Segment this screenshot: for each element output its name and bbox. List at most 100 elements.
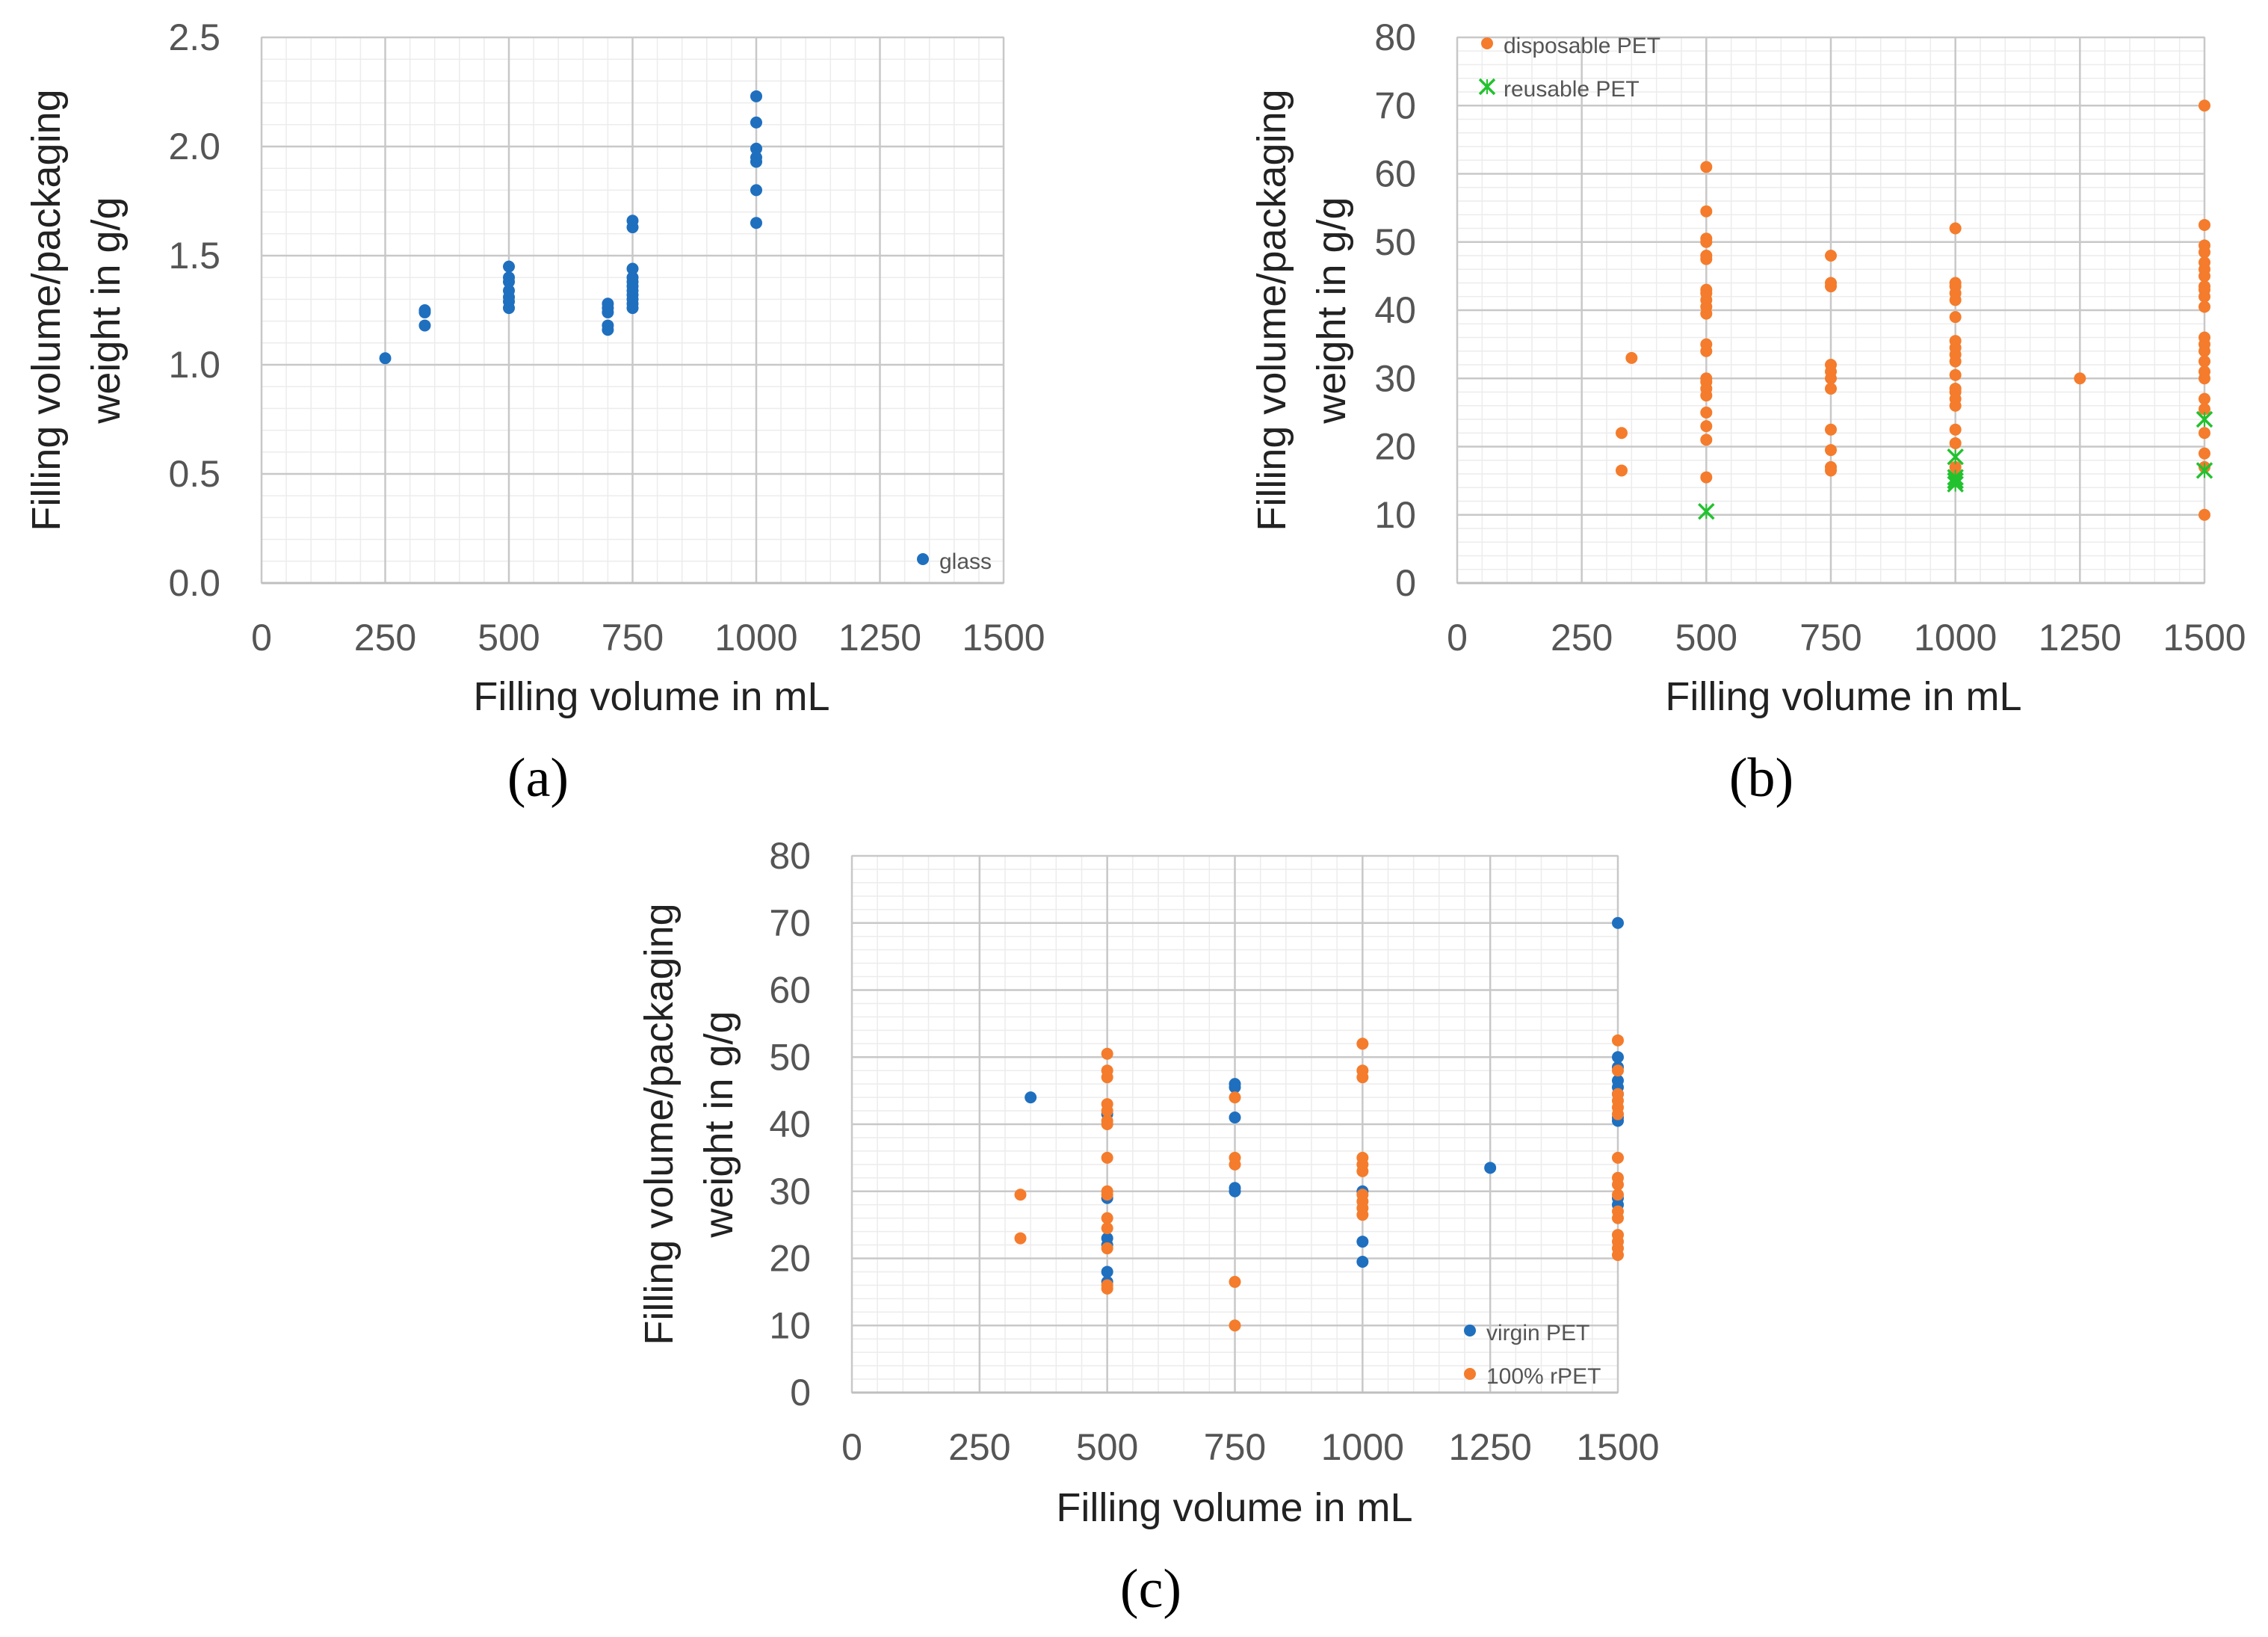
data-point	[2199, 239, 2210, 252]
x-tick-label: 1500	[2163, 617, 2246, 659]
x-tick-label: 1500	[962, 617, 1045, 659]
panel-label: (b)	[1729, 747, 1793, 809]
data-point	[2199, 300, 2210, 313]
x-tick-label: 1000	[714, 617, 797, 659]
data-point	[1229, 1112, 1241, 1124]
data-point	[1700, 283, 1713, 296]
data-point	[1101, 1242, 1113, 1255]
data-point	[750, 90, 762, 102]
data-point	[1612, 1064, 1624, 1077]
data-point	[1947, 469, 1964, 486]
chart-b: 0 250 500 750 1000 1250 1500 0 10 20 30 40 50 60 70 80 d…	[1249, 16, 2246, 809]
data-point	[1949, 437, 1962, 449]
y-tick-label: 10	[1374, 494, 1416, 536]
data-point	[1014, 1189, 1027, 1201]
x-tick-label: 1000	[1321, 1426, 1404, 1468]
legend-label: 100% rPET	[1486, 1364, 1601, 1389]
x-tick-label: 0	[251, 617, 272, 659]
y-tick-label: 80	[1374, 16, 1416, 58]
data-point	[2199, 447, 2210, 460]
data-point	[1356, 1151, 1369, 1164]
y-tick-label: 30	[1374, 357, 1416, 399]
x-tick-label: 750	[1799, 617, 1861, 659]
data-point	[1101, 1151, 1113, 1164]
legend-label: reusable PET	[1504, 77, 1640, 102]
data-point	[1825, 250, 1837, 262]
data-point	[1825, 277, 1837, 289]
data-point	[1101, 1212, 1113, 1224]
data-point	[2199, 508, 2210, 521]
data-point	[1101, 1064, 1113, 1077]
data-point	[1356, 1064, 1369, 1077]
data-point	[1612, 916, 1624, 929]
data-point	[418, 304, 431, 316]
data-point	[1698, 502, 1715, 520]
y-tick-label: 50	[769, 1036, 811, 1078]
y-tick-label: 20	[1374, 426, 1416, 468]
y-tick-label: 1.5	[168, 235, 220, 277]
legend: glass	[917, 549, 992, 574]
y-tick-label: 0	[790, 1372, 811, 1414]
y-axis-title: weight in g/g	[84, 197, 129, 424]
data-point	[1700, 232, 1713, 245]
data-point	[2199, 280, 2210, 293]
panel-label: (c)	[1120, 1559, 1181, 1620]
data-point	[503, 260, 515, 273]
data-point	[626, 215, 639, 227]
data-point	[1356, 1255, 1369, 1268]
y-tick-label: 0.5	[168, 453, 220, 495]
data-point	[1229, 1091, 1241, 1104]
data-point	[1484, 1162, 1497, 1174]
x-tick-label: 250	[948, 1426, 1010, 1468]
data-point	[1700, 372, 1713, 385]
data-point	[1616, 427, 1628, 440]
data-point	[1949, 382, 1962, 395]
data-point	[1949, 311, 1962, 324]
data-point	[750, 151, 762, 164]
data-point	[1229, 1275, 1241, 1288]
x-tick-label: 750	[602, 617, 664, 659]
y-tick-label: 70	[769, 902, 811, 944]
series-reusable-pet	[1698, 410, 2213, 520]
data-point	[1949, 369, 1962, 381]
data-point	[2199, 331, 2210, 344]
x-tick-label: 1000	[1914, 617, 1997, 659]
legend-marker	[917, 553, 929, 565]
data-point	[1700, 205, 1713, 218]
x-tick-label: 0	[1447, 617, 1468, 659]
y-tick-label: 0	[1395, 562, 1416, 604]
y-axis-title: weight in g/g	[696, 1011, 741, 1238]
data-point	[1616, 464, 1628, 477]
data-point	[1612, 1051, 1624, 1064]
data-point	[1356, 1189, 1369, 1201]
data-point	[1700, 161, 1713, 173]
legend-marker	[1464, 1325, 1476, 1337]
data-point	[626, 271, 639, 284]
data-point	[1101, 1265, 1113, 1278]
data-point	[1101, 1232, 1113, 1245]
data-point	[1949, 335, 1962, 348]
data-point	[1025, 1091, 1037, 1104]
data-point	[1101, 1222, 1113, 1235]
data-point	[1101, 1115, 1113, 1127]
data-point	[1101, 1185, 1113, 1197]
data-point	[1612, 1034, 1624, 1046]
data-point	[1612, 1151, 1624, 1164]
data-point	[2074, 372, 2086, 385]
y-tick-label: 80	[769, 835, 811, 877]
y-tick-label: 30	[769, 1171, 811, 1212]
x-tick-label: 500	[478, 617, 540, 659]
data-point	[503, 271, 515, 284]
x-axis-title: Filling volume in mL	[473, 674, 829, 719]
data-point	[1700, 338, 1713, 351]
data-point	[2199, 392, 2210, 405]
data-point	[602, 319, 614, 332]
data-point	[1949, 423, 1962, 436]
data-point	[1825, 460, 1837, 473]
y-tick-label: 70	[1374, 84, 1416, 126]
y-axis-title: Filling volume/packaging	[1249, 89, 1294, 531]
data-point	[1101, 1098, 1113, 1111]
data-point	[1825, 444, 1837, 457]
data-point	[1229, 1151, 1241, 1164]
data-point	[2196, 462, 2213, 479]
